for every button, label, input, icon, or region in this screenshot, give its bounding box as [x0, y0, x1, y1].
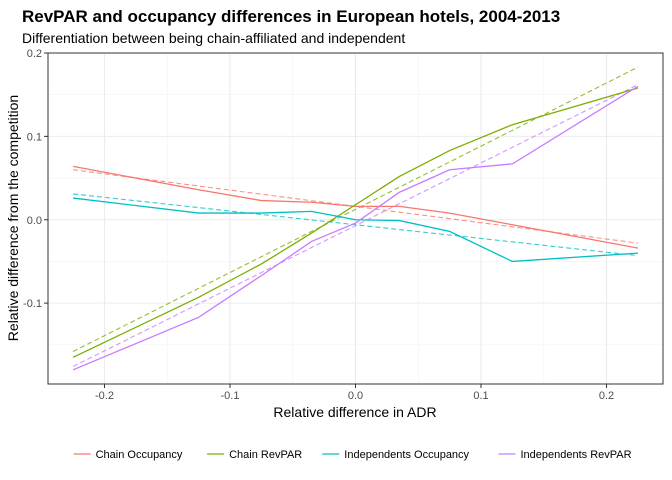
legend-label: Independents Occupancy — [344, 449, 469, 461]
legend-item: Independents Occupancy — [322, 449, 470, 461]
chart-title: RevPAR and occupancy differences in Euro… — [22, 7, 561, 26]
y-axis-title: Relative difference from the competition — [5, 95, 21, 341]
legend-label: Chain RevPAR — [229, 449, 302, 461]
series-line — [72, 85, 639, 371]
legend: Chain Occupancy Chain RevPAR Independents … — [73, 449, 632, 461]
legend-label: Independents RevPAR — [521, 449, 632, 461]
legend-label: Chain Occupancy — [96, 449, 183, 461]
legend-item: Chain RevPAR — [207, 449, 302, 461]
x-tick-label: -0.1 — [221, 390, 240, 402]
legend-item: Chain Occupancy — [73, 449, 183, 461]
series-line — [72, 165, 639, 249]
legend-item: Independents RevPAR — [498, 449, 632, 461]
y-tick-label: 0.0 — [27, 215, 42, 227]
x-axis-ticks: -0.2 -0.1 0.0 0.1 0.2 — [95, 384, 614, 402]
y-tick-label: -0.1 — [23, 298, 42, 310]
series-lines — [72, 85, 639, 371]
series-line — [73, 197, 638, 263]
x-tick-label: 0.1 — [473, 390, 488, 402]
y-tick-label: 0.1 — [27, 131, 42, 143]
x-tick-label: -0.2 — [95, 390, 114, 402]
y-axis-ticks: -0.1 0.0 0.1 0.2 — [23, 48, 48, 310]
y-tick-label: 0.2 — [27, 48, 42, 60]
x-tick-label: 0.0 — [348, 390, 363, 402]
trend-line — [72, 66, 639, 352]
trend-line — [72, 84, 639, 367]
major-gridlines — [48, 52, 663, 384]
series-line — [72, 87, 639, 358]
x-tick-label: 0.2 — [599, 390, 614, 402]
trend-line — [73, 193, 638, 257]
x-axis-title: Relative difference in ADR — [273, 404, 436, 420]
chart-subtitle: Differentiation between being chain-affi… — [22, 30, 406, 46]
